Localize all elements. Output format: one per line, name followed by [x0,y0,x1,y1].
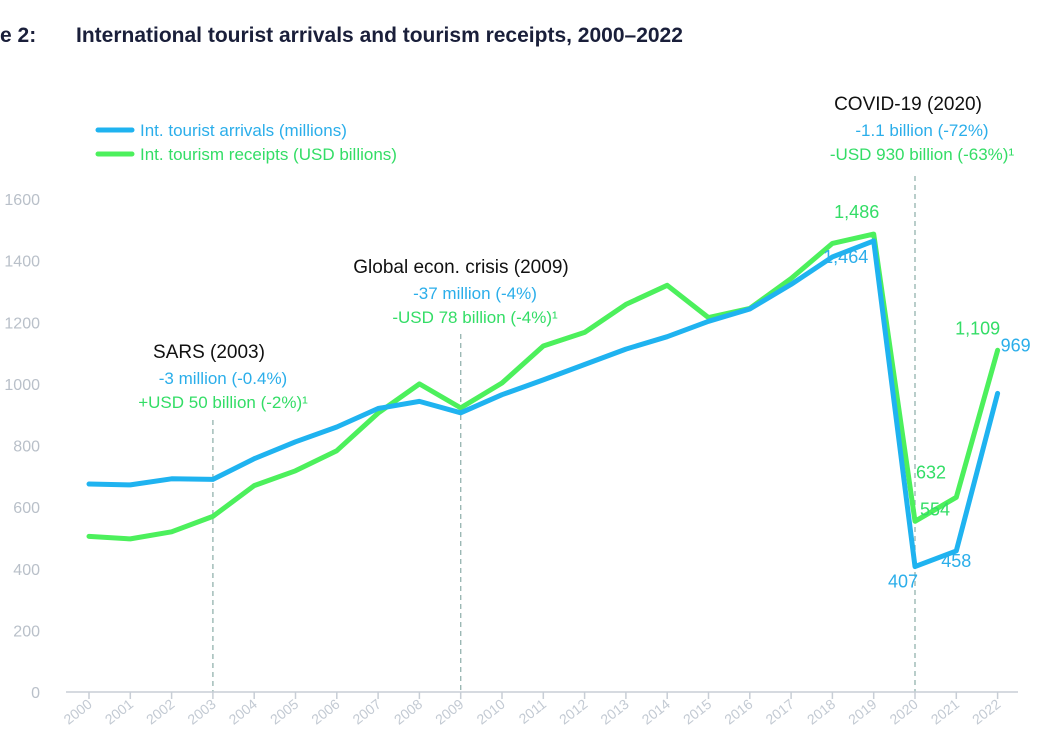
data-label-arrivals-2019: 1,464 [823,247,868,267]
x-tick-label: 2008 [391,696,426,728]
annotation-title-2003: SARS (2003) [153,342,265,363]
series-line-receipts [86,231,1001,542]
annotation-arrivals-2009: -37 million (-4%) [413,284,537,303]
y-tick-label: 400 [13,562,40,579]
chart-title: International tourist arrivals and touri… [76,24,683,47]
x-tick-label: 2016 [721,696,756,728]
y-tick-label: 0 [31,685,40,702]
x-tick-label: 2015 [680,696,715,728]
annotation-title-2020: COVID-19 (2020) [834,94,982,115]
x-tick-label: 2012 [556,696,591,728]
x-tick-label: 2007 [350,696,385,728]
x-tick-label: 2011 [516,696,550,727]
x-tick-label: 2005 [267,696,302,728]
x-tick-label: 2001 [102,696,137,728]
x-tick-label: 2010 [473,696,508,728]
y-tick-label: 200 [13,623,40,640]
x-tick-label: 2020 [886,696,921,728]
data-label-receipts-2020: 554 [920,499,950,519]
x-tick-label: 2013 [597,696,632,728]
x-tick-label: 2014 [639,696,674,728]
x-tick-label: 2018 [804,696,839,728]
y-tick-label: 1400 [4,254,40,271]
legend-label-receipts: Int. tourism receipts (USD billions) [140,145,397,164]
y-tick-label: 1200 [4,315,40,332]
x-tick-label: 2019 [845,696,880,728]
x-tick-label: 2003 [184,696,219,728]
data-label-arrivals-2021: 458 [941,551,971,571]
data-label-receipts-2019: 1,486 [834,202,879,222]
annotation-title-2009: Global econ. crisis (2009) [353,257,568,278]
annotation-arrivals-2003: -3 million (-0.4%) [159,369,287,388]
legend: Int. tourist arrivals (millions) Int. to… [95,121,397,164]
annotation-receipts-2020: -USD 930 billion (-63%)¹ [830,145,1015,164]
series-line-arrivals [86,238,1001,570]
x-tick-label: 2002 [143,696,178,728]
x-tick-label: 2004 [226,696,261,728]
data-label-receipts-2020: 632 [916,462,946,482]
x-tick-label: 2022 [969,696,1004,728]
x-tick-label: 2009 [432,696,467,728]
data-label-receipts-2022: 1,109 [955,318,1000,338]
annotation-receipts-2003: +USD 50 billion (-2%)¹ [138,393,308,412]
y-tick-label: 600 [13,500,40,517]
x-tick-label: 2021 [928,696,963,728]
data-label-arrivals-2022: 969 [1001,335,1031,355]
x-tick-label: 2000 [60,696,95,728]
legend-label-arrivals: Int. tourist arrivals (millions) [140,121,347,140]
y-tick-label: 1000 [4,377,40,394]
figure-number: e 2: [0,24,36,47]
event-guides [212,176,916,692]
y-tick-label: 1600 [4,192,40,209]
event-annotations: SARS (2003) -3 million (-0.4%) +USD 50 bil… [138,94,1014,412]
series-lines [86,231,1001,570]
annotation-arrivals-2020: -1.1 billion (-72%) [855,121,988,140]
data-label-arrivals-2020: 407 [888,572,918,592]
y-tick-label: 800 [13,439,40,456]
annotation-receipts-2009: -USD 78 billion (-4%)¹ [392,308,558,327]
x-tick-label: 2006 [308,696,343,728]
x-tick-label: 2017 [763,696,798,728]
